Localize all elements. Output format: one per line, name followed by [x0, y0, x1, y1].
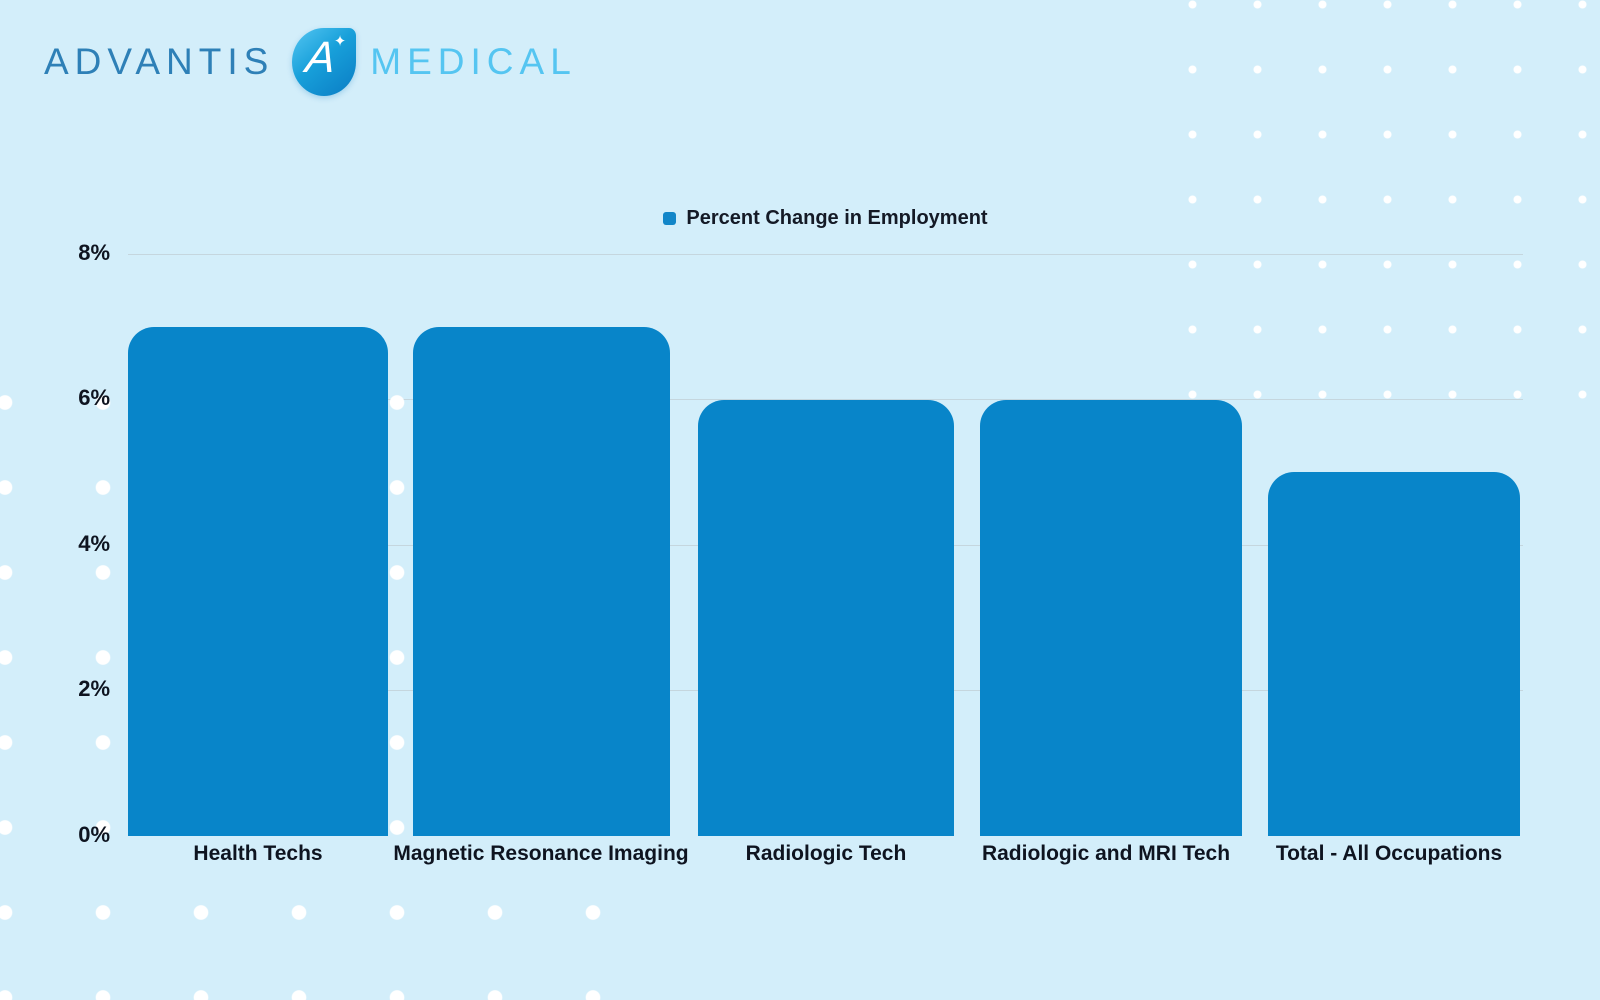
chart-legend: Percent Change in Employment: [128, 203, 1523, 233]
legend-label: Percent Change in Employment: [686, 206, 988, 229]
legend-marker-square: [663, 211, 677, 225]
y-axis-tick: 2%: [78, 676, 110, 701]
bar-total-all-occupations: [1268, 472, 1520, 836]
y-axis-tick: 4%: [78, 531, 110, 556]
x-axis-label: Radiologic Tech: [745, 842, 907, 865]
gridline-8pct: [128, 254, 1523, 255]
y-axis-tick: 8%: [78, 240, 110, 265]
y-axis-tick: 6%: [78, 385, 110, 410]
x-axis-label: Radiologic and MRI Tech: [981, 842, 1231, 865]
bar-magnetic-resonance-imaging: [413, 326, 670, 836]
sparkle-icon: ✦: [333, 33, 347, 50]
x-axis-label: Total - All Occupations: [1275, 842, 1503, 865]
bar-health-techs: [128, 326, 388, 836]
brand-name-secondary: MEDICAL: [370, 41, 577, 82]
brand-name-primary: ADVANTIS: [44, 41, 275, 82]
bar-radiologic-tech: [698, 399, 954, 836]
bar-radiologic-and-mri-tech: [980, 399, 1242, 836]
a-plus-shield-icon: A ✦: [292, 28, 357, 96]
brand-logo: ADVANTIS A ✦ MEDICAL: [44, 28, 577, 96]
